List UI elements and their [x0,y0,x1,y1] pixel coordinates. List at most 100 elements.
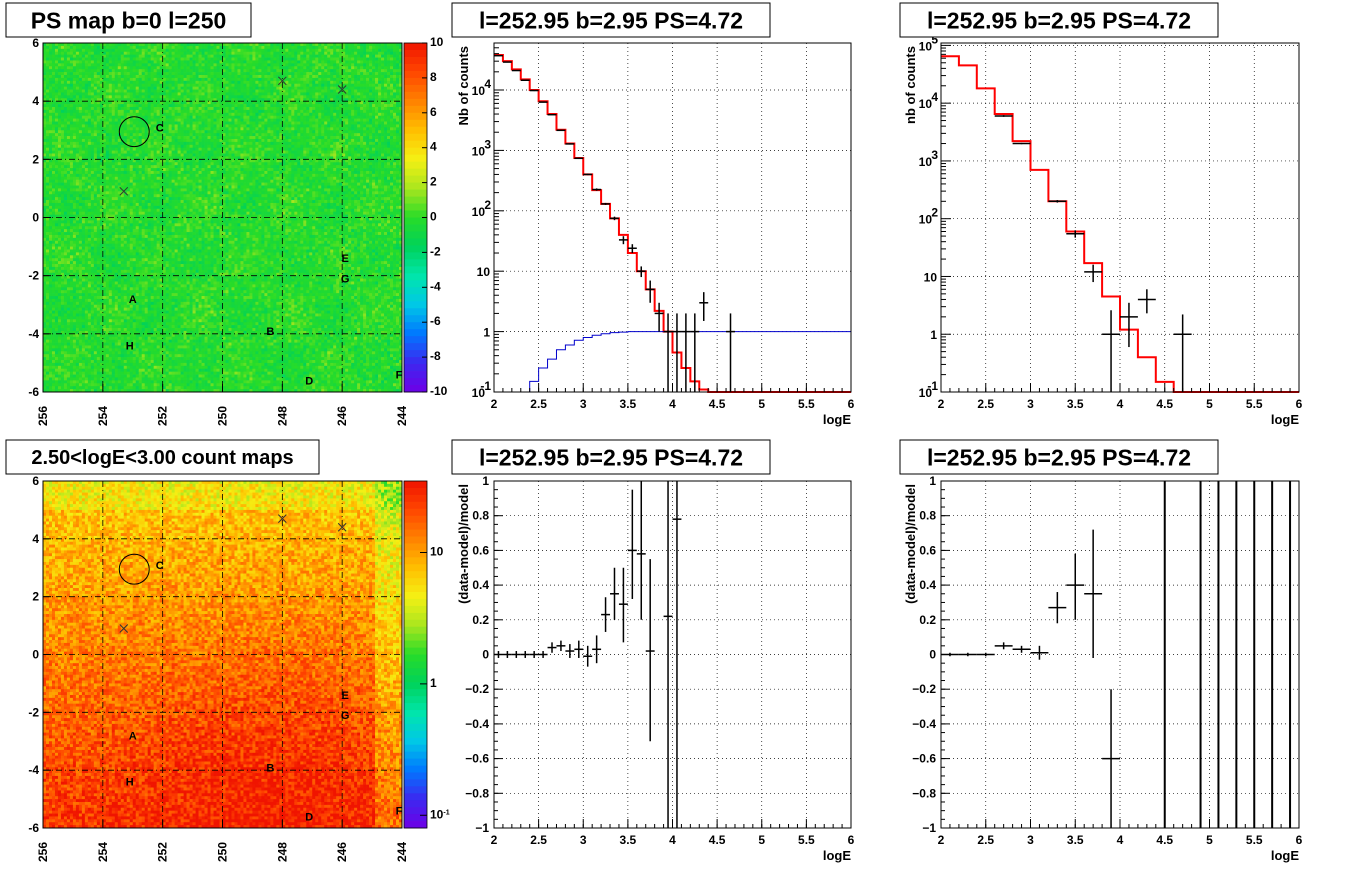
data-point [529,651,539,658]
colorbar-band [404,364,427,372]
x-tick-label: 5 [758,397,765,411]
colorbar-band [404,98,427,107]
panel-title-box [899,2,1219,38]
y-tick-label: −1 [475,821,489,835]
y-tick-label: 4 [32,94,39,108]
data-point [654,302,664,332]
x-tick-label: 246 [335,406,349,426]
source-label-H: H [126,777,134,789]
colorbar-band [404,252,427,260]
y-tick-label: -6 [28,385,39,399]
y-axis-label: nb of counts [903,46,918,124]
source-label-G: G [341,274,350,286]
data-point [1084,264,1103,283]
panel-title-box [451,2,771,38]
x-tick-label: 254 [96,842,110,862]
data-point [520,79,530,82]
colorbar: 10 1 10-1 [403,480,450,829]
colorbar-band [404,564,427,572]
y-tick-label: 2 [32,590,39,604]
colorbar-band [404,266,427,274]
x-tick-label: 6 [1296,397,1303,411]
colorbar-band [404,133,427,142]
x-tick-label: 5.5 [1246,833,1263,847]
source-cross [337,85,347,94]
colorbar-band [404,710,427,718]
x-tick-label: 6 [1296,833,1303,847]
colorbar-band [404,779,427,787]
x-tick-label: 4.5 [709,397,726,411]
colorbar-band [404,765,427,773]
source-label-A: A [129,730,137,742]
source-label-G: G [341,710,350,722]
x-tick-label: 256 [36,842,50,862]
colorbar-band [404,647,427,655]
source-label-E: E [341,690,348,702]
colorbar-band [404,703,427,711]
panel-title: l=252.95 b=2.95 PS=4.72 [927,7,1191,33]
colorbar-band [404,77,427,86]
y-axis-label: (data-model)/model [456,484,471,604]
source-label-C: C [156,560,164,572]
source-label-B: B [266,762,274,774]
x-tick-label: 3 [580,397,587,411]
colorbar-frame [403,480,428,829]
x-tick-label: 252 [156,842,170,862]
colorbar-band [404,196,427,204]
colorbar-tick-label: 1 [430,676,437,690]
colorbar-band [404,154,427,163]
heatmap-cells [43,43,403,393]
colorbar-tick-label: -6 [430,314,441,328]
x-tick-label: 2.5 [530,397,547,411]
x-tick-label: 5.5 [798,397,815,411]
heatmap-cells [43,481,403,829]
panel-title-box [899,439,1219,475]
colorbar-band [404,598,427,607]
x-tick-label: 3.5 [1067,833,1084,847]
colorbar-tick-label: -2 [430,244,441,258]
x-tick-label: 248 [275,842,289,862]
data-point [583,173,593,176]
data-point [610,567,619,620]
y-tick-label: 10 [919,155,933,169]
y-tick-label: −1 [922,821,936,835]
heatmap-panel-3: 256 254 252 250 248 246 244-6-4-20246ABCDEFGH1… [5,439,450,862]
y-tick-label: 1 [482,474,489,488]
colorbar-band [404,626,427,635]
x-tick-label: 256 [36,406,50,426]
y-tick-label: 1 [929,474,936,488]
colorbar-band [404,126,427,135]
data-point [610,216,619,221]
y-tick-label: −0.8 [912,786,936,800]
colorbar-band [404,675,427,683]
colorbar-band [404,140,427,149]
y-tick-label: 0.8 [472,509,489,523]
x-tick-label: 3 [580,833,587,847]
colorbar-tick-label: -10 [430,384,448,398]
data-point [1137,289,1156,314]
panel-title: l=252.95 b=2.95 PS=4.72 [927,444,1191,470]
colorbar-band [404,633,427,642]
colorbar-band [404,371,427,379]
y-tick-exponent: 2 [931,206,938,220]
colorbar-tick-label: 6 [430,105,437,119]
colorbar-band [404,336,427,344]
data-point [1066,553,1085,620]
data-point [672,481,682,828]
y-tick-label: 0.4 [472,578,489,592]
colorbar-band [404,487,427,496]
colorbar-tick-label: 0 [430,210,437,224]
y-tick-label: 10 [472,84,486,98]
colorbar-band [404,70,427,79]
y-tick-label: 2 [32,152,39,166]
colorbar-band [404,224,427,232]
data-point [511,69,521,72]
colorbar-band [404,49,427,58]
x-tick-label: 6 [848,397,855,411]
y-tick-label: 0.8 [919,509,936,523]
colorbar-band [404,112,427,121]
x-tick-label: 2 [491,833,498,847]
colorbar-band [404,217,427,225]
